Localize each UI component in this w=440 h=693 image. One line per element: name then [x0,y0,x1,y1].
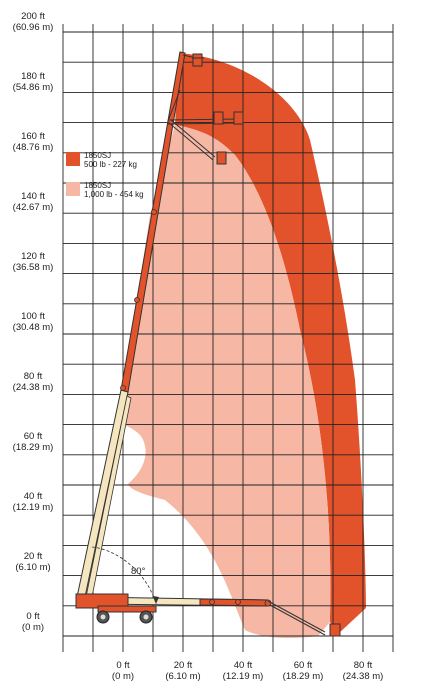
x-tick-label-ft: 80 ft [354,660,373,671]
y-tick-label-m: (0 m) [22,622,44,633]
legend-500lb-model: 1850SJ [84,151,111,160]
y-axis-labels: 200 ft(60.96 m) 180 ft(54.86 m) 160 ft(48.… [13,11,54,633]
y-tick-label-ft: 0 ft [26,611,40,622]
y-tick-label-m: (12.19 m) [13,502,54,513]
x-tick-label-ft: 60 ft [294,660,313,671]
legend-1000lb-capacity: 1,000 lb - 454 kg [84,190,144,199]
x-tick-label-m: (18.29 m) [283,671,324,682]
boom-upper-section [120,51,186,393]
y-tick-label-ft: 140 ft [21,191,45,202]
x-tick-label-m: (6.10 m) [165,671,200,682]
y-tick-label-ft: 40 ft [24,491,43,502]
chassis [75,593,341,637]
jib-mid [167,89,244,165]
x-tick-label-m: (24.38 m) [343,671,384,682]
y-tick-label-ft: 180 ft [21,71,45,82]
y-tick-label-m: (42.67 m) [13,202,54,213]
x-tick-label-ft: 40 ft [234,660,253,671]
y-tick-label-m: (6.10 m) [15,562,50,573]
y-tick-label-m: (54.86 m) [13,82,54,93]
y-tick-label-m: (36.58 m) [13,262,54,273]
y-tick-label-m: (60.96 m) [13,22,54,33]
legend-500lb-capacity: 500 lb - 227 kg [84,160,137,169]
jib-top [182,53,204,67]
envelope-1000lb [118,125,331,638]
envelope-500lb [175,53,366,634]
grid [62,24,394,652]
legend-1000lb-model: 1850SJ [84,181,111,190]
y-tick-label-ft: 20 ft [24,551,43,562]
y-tick-label-m: (30.48 m) [13,322,54,333]
y-tick-label-m: (24.38 m) [13,382,54,393]
y-tick-label-ft: 200 ft [21,11,45,22]
y-tick-label-ft: 160 ft [21,131,45,142]
y-tick-label-m: (48.76 m) [13,142,54,153]
y-tick-label-ft: 100 ft [21,311,45,322]
legend-swatch-1000lb [66,182,80,196]
x-tick-label-m: (12.19 m) [223,671,264,682]
legend-swatch-500lb [66,152,80,166]
x-axis-labels: 0 ft(0 m) 20 ft(6.10 m) 40 ft(12.19 m) 60 f… [112,660,383,682]
y-tick-label-ft: 120 ft [21,251,45,262]
y-tick-label-ft: 80 ft [24,371,43,382]
x-tick-label-m: (0 m) [112,671,134,682]
y-tick-label-m: (18.29 m) [13,442,54,453]
angle-label: 80° [131,566,146,577]
x-tick-label-ft: 20 ft [174,660,193,671]
legend: 1850SJ 500 lb - 227 kg 1850SJ 1,000 lb -… [66,151,144,199]
x-tick-label-ft: 0 ft [116,660,130,671]
y-tick-label-ft: 60 ft [24,431,43,442]
angle-annotation: 80° [91,546,159,605]
